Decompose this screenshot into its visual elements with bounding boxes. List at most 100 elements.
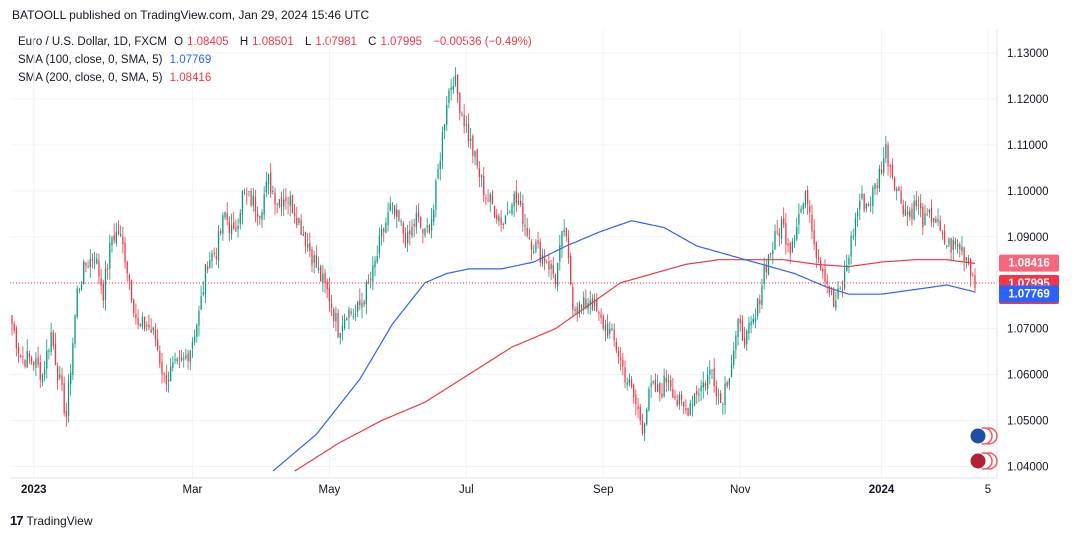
candle-body — [80, 284, 83, 290]
candle-body — [967, 257, 970, 263]
candle-body — [800, 208, 802, 213]
sma100-line — [272, 220, 976, 472]
candle-body — [339, 332, 341, 338]
candle-body — [220, 230, 222, 234]
x-tick-label: Nov — [730, 484, 751, 496]
candle-body — [941, 232, 944, 234]
candle-body — [387, 211, 389, 225]
candle-body — [72, 343, 74, 375]
candle-body — [730, 363, 733, 377]
candle-body — [406, 231, 409, 244]
candle-body — [639, 407, 641, 421]
candle-body — [461, 113, 463, 116]
candle-body — [370, 279, 372, 281]
candle-body — [930, 207, 933, 222]
candle-body — [543, 256, 546, 263]
candle-body — [937, 219, 939, 222]
candle-body — [898, 187, 900, 191]
candle-body — [435, 180, 437, 210]
candle-body — [78, 289, 81, 291]
candle-body — [689, 402, 691, 415]
candle-body — [380, 228, 383, 237]
candle-body — [267, 174, 270, 185]
candle-body — [830, 291, 833, 293]
candle-body — [804, 190, 807, 206]
candle-body — [578, 303, 581, 314]
candle-body — [226, 213, 228, 221]
candle-body — [589, 300, 591, 304]
candle-body — [828, 285, 831, 294]
candle-body — [920, 203, 922, 209]
candle-body — [215, 256, 217, 260]
candle-body — [874, 183, 876, 189]
candle-body — [354, 314, 357, 315]
candle-body — [411, 226, 413, 236]
candle-body — [315, 255, 317, 268]
candle-body — [222, 215, 224, 234]
tradingview-brand[interactable]: 17 TradingView — [10, 513, 93, 528]
y-tick-label: 1.11000 — [1007, 140, 1048, 152]
candle-body — [65, 411, 67, 418]
candle-body — [587, 302, 589, 309]
candle-body — [576, 307, 578, 314]
candle-body — [743, 337, 746, 346]
candle-body — [193, 336, 196, 343]
sma100-legend[interactable]: SMA (100, close, 0, SMA, 5) 1.07769 — [18, 54, 215, 66]
candle-body — [428, 225, 431, 233]
candle-body — [815, 242, 817, 258]
candle-body — [248, 191, 250, 193]
sma100-price-badge-text: 1.07769 — [1008, 288, 1050, 300]
candle-body — [300, 220, 302, 235]
candle-body — [76, 288, 78, 318]
candle-body — [954, 240, 957, 245]
candle-body — [965, 257, 967, 261]
candle-body — [343, 318, 346, 329]
candle-body — [143, 316, 146, 329]
candle-body — [91, 259, 94, 261]
candle-body — [476, 149, 478, 166]
candle-body — [567, 237, 570, 259]
sma200-price-badge: 1.08416 — [999, 254, 1059, 272]
candle-body — [513, 193, 515, 207]
candle-body — [737, 319, 739, 337]
candle-body — [691, 404, 694, 406]
candle-body — [641, 420, 644, 434]
candle-body — [772, 250, 774, 255]
candle-body — [263, 194, 265, 215]
candle-body — [572, 286, 574, 310]
sma200-legend[interactable]: SMA (200, close, 0, SMA, 5) 1.08416 — [18, 72, 215, 84]
candle-body — [26, 350, 28, 368]
candle-body — [487, 199, 489, 201]
candle-body — [130, 279, 133, 301]
candle-body — [39, 362, 41, 380]
x-tick-label: May — [319, 484, 341, 496]
candle-body — [202, 292, 204, 295]
high-value: 1.08501 — [252, 36, 294, 48]
candle-body — [496, 215, 498, 220]
candle-body — [580, 305, 583, 309]
candle-body — [685, 408, 687, 411]
candle-body — [600, 314, 602, 318]
x-tick-label: Mar — [183, 484, 203, 496]
candle-body — [252, 195, 254, 206]
candle-body — [337, 312, 339, 338]
candle-body — [785, 222, 787, 245]
candle-body — [109, 242, 111, 269]
candle-body — [563, 230, 565, 232]
candle-body — [417, 212, 420, 218]
x-tick-label: 2023 — [21, 484, 47, 496]
candle-body — [741, 320, 744, 341]
candle-body — [420, 217, 422, 228]
candle-body — [704, 382, 707, 387]
usd-flag-icon — [969, 452, 998, 470]
candle-body — [617, 351, 620, 358]
candle-body — [133, 299, 135, 314]
candle-body — [889, 164, 891, 167]
candle-body — [698, 393, 700, 396]
candle-body — [843, 270, 846, 289]
candle-body — [609, 328, 611, 334]
candle-body — [113, 234, 115, 241]
candle-body — [404, 233, 407, 246]
